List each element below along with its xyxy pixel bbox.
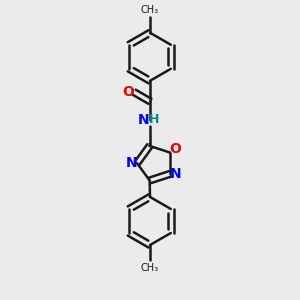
Text: N: N bbox=[170, 167, 182, 181]
Text: O: O bbox=[122, 85, 134, 99]
Text: N: N bbox=[138, 112, 149, 127]
Text: O: O bbox=[169, 142, 181, 156]
Text: N: N bbox=[125, 156, 137, 170]
Text: CH₃: CH₃ bbox=[141, 5, 159, 15]
Text: H: H bbox=[149, 113, 160, 126]
Text: CH₃: CH₃ bbox=[141, 262, 159, 273]
